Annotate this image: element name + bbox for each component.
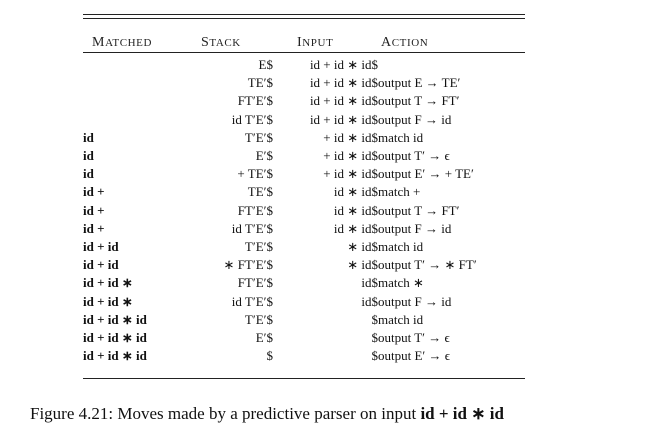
cell-input: $: [371, 348, 379, 364]
cell-input: + id ∗ id$: [323, 166, 378, 182]
cell-input: + id ∗ id$: [323, 148, 378, 164]
cell-action: match +: [378, 184, 421, 200]
header-action: ACTION: [381, 35, 429, 50]
cell-matched: [83, 111, 183, 129]
cell-stack: E′$: [255, 148, 273, 164]
table-row: FT′E′$ id + id ∗ id$ output T → FT′: [83, 92, 525, 110]
table-top-rule: [83, 14, 525, 15]
header-rule: [83, 52, 525, 53]
cell-matched: [83, 56, 183, 74]
cell-input: id ∗ id$: [333, 202, 378, 218]
cell-action: [378, 56, 525, 74]
cell-stack: FT′E′$: [237, 275, 273, 291]
cell-stack: TE′$: [247, 75, 273, 91]
cell-action: output E′ → ϵ: [378, 348, 451, 364]
cell-action: output F → id: [378, 293, 452, 309]
cell-action: output T → FT′: [378, 202, 460, 218]
cell-action: match id: [378, 129, 424, 145]
cell-stack: TE′$: [247, 184, 273, 200]
parser-moves-table: E$ id + id ∗ id$ TE′$ id + id ∗ id$ output E…: [83, 56, 525, 365]
cell-stack: T′E′$: [244, 129, 273, 145]
cell-input: id + id ∗ id$: [309, 75, 378, 91]
cell-input: id + id ∗ id$: [309, 111, 378, 127]
table-row: id + id T′E′$ ∗ id$ match id: [83, 238, 525, 256]
cell-action: output E′ → + TE′: [378, 166, 474, 182]
cell-input: id + id ∗ id$: [309, 57, 378, 72]
cell-action: match id: [378, 239, 424, 255]
cell-matched: [83, 74, 183, 92]
cell-matched: id +: [83, 184, 105, 200]
table-row: id T′E′$ id + id ∗ id$ output F → id: [83, 111, 525, 129]
table-row: E$ id + id ∗ id$: [83, 56, 525, 74]
cell-stack: + TE′$: [237, 166, 273, 182]
cell-action: output T → FT′: [378, 93, 460, 109]
cell-input: $: [371, 311, 379, 327]
cell-stack: ∗ FT′E′$: [223, 257, 273, 273]
header-matched: MATCHED: [92, 35, 153, 50]
cell-action: output T′ → ∗ FT′: [378, 257, 477, 273]
figure-caption: Figure 4.21: Moves made by a predictive …: [30, 404, 630, 424]
cell-action: output T′ → ϵ: [378, 148, 450, 164]
cell-stack: id T′E′$: [231, 220, 273, 236]
table-row: id + id ∗ id $ $ output E′ → ϵ: [83, 347, 525, 365]
cell-input: ∗ id$: [347, 239, 378, 255]
cell-action: output T′ → ϵ: [378, 330, 450, 346]
cell-input: id ∗ id$: [333, 220, 378, 236]
table-row: id E′$ + id ∗ id$ output T′ → ϵ: [83, 147, 525, 165]
table-row: id + id T′E′$ id ∗ id$ output F → id: [83, 220, 525, 238]
cell-input: ∗ id$: [347, 257, 378, 273]
cell-matched: id + id ∗ id: [83, 348, 147, 364]
cell-input: id + id ∗ id$: [309, 93, 378, 109]
table-row: id + FT′E′$ id ∗ id$ output T → FT′: [83, 202, 525, 220]
cell-action: match ∗: [378, 275, 424, 291]
caption-expression: id + id ∗ id: [420, 404, 504, 423]
cell-matched: id + id ∗: [83, 275, 133, 291]
cell-stack: FT′E′$: [237, 93, 273, 109]
cell-stack: FT′E′$: [237, 202, 273, 218]
cell-input: $: [371, 330, 379, 346]
cell-matched: id + id ∗ id: [83, 330, 147, 346]
table-row: id + TE′$ id ∗ id$ match +: [83, 183, 525, 201]
cell-input: id$: [361, 275, 378, 291]
parser-moves-body: E$ id + id ∗ id$ TE′$ id + id ∗ id$ output E…: [83, 56, 525, 365]
table-row: id T′E′$ + id ∗ id$ match id: [83, 129, 525, 147]
cell-stack: E$: [258, 57, 273, 72]
cell-stack: T′E′$: [244, 239, 273, 255]
cell-matched: [83, 92, 183, 110]
table-row: id + id ∗ FT′E′$ id$ match ∗: [83, 274, 525, 292]
table-row: TE′$ id + id ∗ id$ output E → TE′: [83, 74, 525, 92]
cell-matched: id: [83, 166, 94, 182]
cell-matched: id +: [83, 220, 105, 236]
cell-stack: id T′E′$: [231, 293, 273, 309]
table-row: id + id ∗ id E′$ $ output T′ → ϵ: [83, 329, 525, 347]
table-row: id + id ∗ id T′E′$ id$ output F → id: [83, 293, 525, 311]
cell-input: id$: [361, 293, 378, 309]
table-row: id + id ∗ id T′E′$ $ match id: [83, 311, 525, 329]
caption-text: Figure 4.21: Moves made by a predictive …: [30, 404, 421, 423]
table-top-rule-inner: [83, 18, 525, 19]
cell-stack: E′$: [255, 330, 273, 346]
cell-matched: id: [83, 148, 94, 164]
table-row: id + TE′$ + id ∗ id$ output E′ → + TE′: [83, 165, 525, 183]
table-bottom-rule: [83, 378, 525, 379]
cell-matched: id + id ∗: [83, 293, 133, 309]
cell-matched: id + id: [83, 239, 119, 255]
cell-input: + id ∗ id$: [323, 129, 378, 145]
table-row: id + id ∗ FT′E′$ ∗ id$ output T′ → ∗ FT′: [83, 256, 525, 274]
header-input: INPUT: [297, 35, 334, 50]
cell-matched: id: [83, 129, 94, 145]
cell-action: output F → id: [378, 111, 452, 127]
cell-stack: $: [266, 348, 274, 364]
cell-action: match id: [378, 311, 424, 327]
cell-matched: id + id ∗ id: [83, 311, 147, 327]
cell-matched: id + id: [83, 257, 119, 273]
cell-input: id ∗ id$: [333, 184, 378, 200]
cell-action: output E → TE′: [378, 75, 461, 91]
cell-matched: id +: [83, 202, 105, 218]
cell-action: output F → id: [378, 220, 452, 236]
cell-stack: id T′E′$: [231, 111, 273, 127]
header-stack: STACK: [201, 35, 241, 50]
cell-stack: T′E′$: [244, 311, 273, 327]
